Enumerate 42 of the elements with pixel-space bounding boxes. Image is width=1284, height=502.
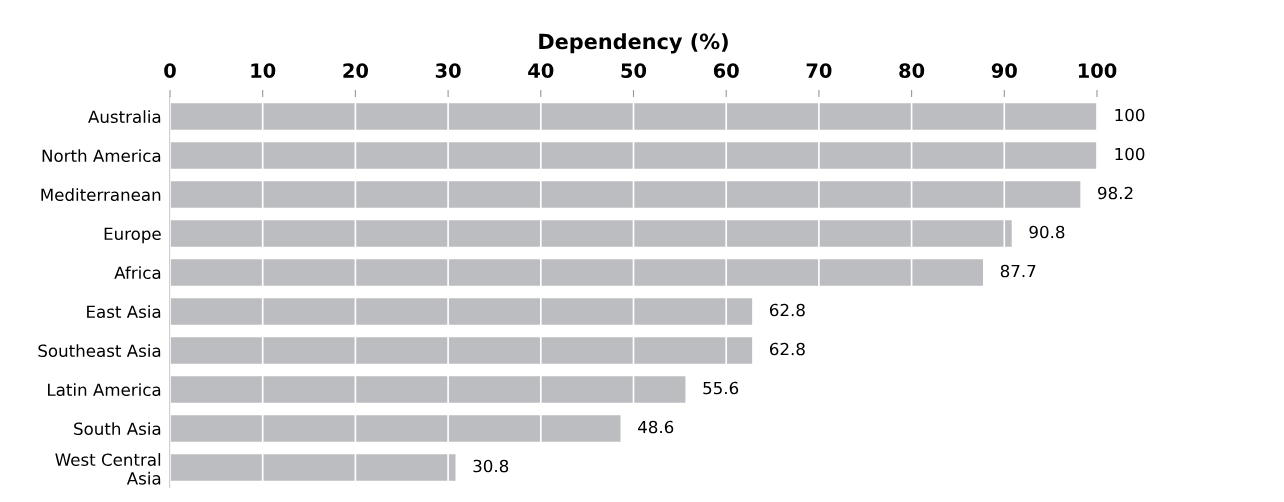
y-tick-label: Latin America: [48, 383, 161, 397]
bar: [170, 376, 686, 403]
x-tick-label: 10: [251, 63, 276, 78]
bar: [170, 415, 621, 442]
y-tick-label: South Asia: [74, 422, 161, 436]
x-tick-label: 50: [621, 63, 647, 78]
x-tick-label: 40: [528, 63, 554, 78]
x-axis-title: Dependency (%): [539, 33, 728, 54]
x-tick-label: 0: [164, 63, 176, 78]
data-label: 62.8: [769, 342, 805, 356]
bar: [170, 454, 456, 481]
x-tick-label: 60: [713, 63, 739, 78]
data-label: 48.6: [638, 420, 674, 434]
data-label: 100: [1115, 147, 1145, 161]
y-tick-label: West Central Asia: [55, 453, 161, 485]
x-tick-label: 80: [899, 63, 925, 78]
y-tick-label: Africa: [114, 266, 161, 280]
x-tick-label: 90: [991, 63, 1017, 78]
data-label: 98.2: [1098, 186, 1133, 200]
x-tick-label: 30: [435, 63, 461, 78]
bar: [170, 259, 983, 286]
bar: [170, 337, 753, 364]
data-label: 87.7: [1000, 264, 1036, 278]
x-tick-label: 100: [1078, 63, 1117, 78]
x-tick-label: 70: [806, 63, 832, 78]
data-label: 90.8: [1029, 225, 1065, 239]
y-tick-label: Australia: [88, 110, 161, 124]
x-tick-label: 20: [343, 63, 368, 78]
bar: [170, 220, 1012, 247]
y-tick-label: North America: [42, 149, 161, 163]
y-tick-label: East Asia: [87, 305, 161, 319]
y-tick-label: Mediterranean: [41, 188, 161, 202]
data-label: 55.6: [703, 381, 739, 395]
y-tick-label: Southeast Asia: [38, 344, 161, 358]
y-tick-label: Europe: [104, 227, 161, 244]
data-label: 30.8: [473, 459, 509, 473]
bar: [170, 181, 1081, 208]
data-label: 62.8: [769, 303, 805, 317]
bar: [170, 298, 753, 325]
data-label: 100: [1115, 108, 1145, 122]
bar: [170, 142, 1097, 169]
bar: [170, 103, 1097, 130]
